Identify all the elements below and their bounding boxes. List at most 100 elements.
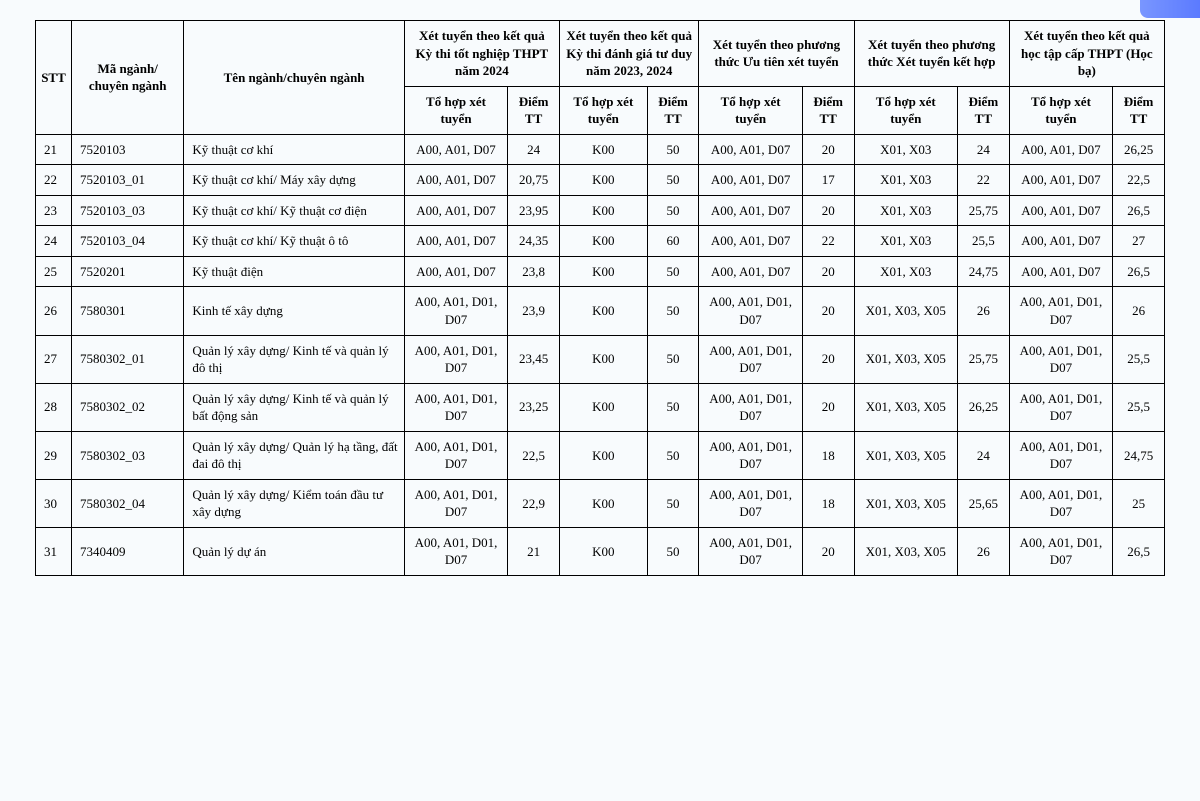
cell-stt: 25 <box>36 256 72 287</box>
cell-point3: 20 <box>802 527 854 575</box>
cell-combo3: A00, A01, D07 <box>699 195 802 226</box>
cell-point3: 20 <box>802 256 854 287</box>
cell-name: Quản lý xây dựng/ Kinh tế và quản lý đô … <box>184 335 404 383</box>
cell-combo4: X01, X03, X05 <box>854 479 957 527</box>
cell-point4: 25,5 <box>957 226 1009 257</box>
cell-point1: 23,9 <box>508 287 560 335</box>
cell-combo2: K00 <box>559 335 647 383</box>
cell-point4: 25,65 <box>957 479 1009 527</box>
cell-combo4: X01, X03, X05 <box>854 287 957 335</box>
cell-combo1: A00, A01, D01, D07 <box>404 527 507 575</box>
cell-code: 7340409 <box>71 527 183 575</box>
cell-combo2: K00 <box>559 165 647 196</box>
cell-combo3: A00, A01, D01, D07 <box>699 527 802 575</box>
cell-code: 7520103_04 <box>71 226 183 257</box>
th-sub-point-1: Điểm TT <box>508 86 560 134</box>
cell-combo5: A00, A01, D07 <box>1009 256 1112 287</box>
table-row: 277580302_01Quản lý xây dựng/ Kinh tế và… <box>36 335 1165 383</box>
cell-stt: 26 <box>36 287 72 335</box>
cell-point3: 18 <box>802 479 854 527</box>
table-row: 287580302_02Quản lý xây dựng/ Kinh tế và… <box>36 383 1165 431</box>
cell-point1: 23,25 <box>508 383 560 431</box>
table-row: 267580301Kinh tế xây dựngA00, A01, D01, … <box>36 287 1165 335</box>
cell-point1: 23,8 <box>508 256 560 287</box>
th-sub-combo-4: Tổ hợp xét tuyển <box>854 86 957 134</box>
cell-combo5: A00, A01, D01, D07 <box>1009 383 1112 431</box>
cell-combo1: A00, A01, D01, D07 <box>404 335 507 383</box>
cell-combo4: X01, X03 <box>854 195 957 226</box>
cell-combo1: A00, A01, D07 <box>404 195 507 226</box>
cell-name: Kỹ thuật điện <box>184 256 404 287</box>
cell-stt: 22 <box>36 165 72 196</box>
cell-point1: 23,95 <box>508 195 560 226</box>
cell-combo3: A00, A01, D07 <box>699 134 802 165</box>
cell-combo3: A00, A01, D01, D07 <box>699 479 802 527</box>
cell-combo1: A00, A01, D07 <box>404 165 507 196</box>
cell-point5: 26,25 <box>1113 134 1165 165</box>
cell-combo2: K00 <box>559 527 647 575</box>
cell-name: Kinh tế xây dựng <box>184 287 404 335</box>
table-row: 217520103Kỹ thuật cơ khíA00, A01, D0724K… <box>36 134 1165 165</box>
cell-point2: 50 <box>647 165 699 196</box>
cell-point1: 21 <box>508 527 560 575</box>
cell-combo4: X01, X03 <box>854 134 957 165</box>
cell-code: 7520103 <box>71 134 183 165</box>
cell-point1: 24,35 <box>508 226 560 257</box>
cell-point4: 24 <box>957 134 1009 165</box>
cell-point2: 50 <box>647 431 699 479</box>
cell-combo4: X01, X03, X05 <box>854 527 957 575</box>
cell-stt: 23 <box>36 195 72 226</box>
cell-combo1: A00, A01, D07 <box>404 256 507 287</box>
cell-combo5: A00, A01, D01, D07 <box>1009 335 1112 383</box>
cell-combo5: A00, A01, D01, D07 <box>1009 527 1112 575</box>
cell-combo4: X01, X03 <box>854 165 957 196</box>
cell-stt: 30 <box>36 479 72 527</box>
cell-point2: 50 <box>647 287 699 335</box>
cell-combo2: K00 <box>559 195 647 226</box>
th-group2: Xét tuyển theo kết quả Kỳ thi đánh giá t… <box>559 21 698 87</box>
cell-point5: 25,5 <box>1113 335 1165 383</box>
cell-point5: 27 <box>1113 226 1165 257</box>
cell-stt: 31 <box>36 527 72 575</box>
cell-combo2: K00 <box>559 134 647 165</box>
cell-combo1: A00, A01, D07 <box>404 226 507 257</box>
cell-point4: 24,75 <box>957 256 1009 287</box>
cell-name: Quản lý xây dựng/ Quản lý hạ tầng, đất đ… <box>184 431 404 479</box>
cell-point3: 20 <box>802 195 854 226</box>
cell-combo2: K00 <box>559 287 647 335</box>
cell-combo2: K00 <box>559 479 647 527</box>
cell-point5: 25 <box>1113 479 1165 527</box>
th-sub-combo-1: Tổ hợp xét tuyển <box>404 86 507 134</box>
table-header: STT Mã ngành/ chuyên ngành Tên ngành/chu… <box>36 21 1165 135</box>
cell-code: 7520103_01 <box>71 165 183 196</box>
cell-combo5: A00, A01, D07 <box>1009 165 1112 196</box>
cell-code: 7580302_03 <box>71 431 183 479</box>
cell-point1: 23,45 <box>508 335 560 383</box>
cell-combo3: A00, A01, D01, D07 <box>699 287 802 335</box>
cell-combo4: X01, X03 <box>854 226 957 257</box>
cell-name: Kỹ thuật cơ khí/ Kỹ thuật cơ điện <box>184 195 404 226</box>
cell-point2: 50 <box>647 335 699 383</box>
cell-combo2: K00 <box>559 383 647 431</box>
cell-point5: 26,5 <box>1113 256 1165 287</box>
cell-combo5: A00, A01, D01, D07 <box>1009 287 1112 335</box>
cell-point3: 22 <box>802 226 854 257</box>
cell-point4: 25,75 <box>957 195 1009 226</box>
cell-stt: 28 <box>36 383 72 431</box>
cell-name: Quản lý dự án <box>184 527 404 575</box>
cell-combo3: A00, A01, D01, D07 <box>699 335 802 383</box>
cell-point3: 20 <box>802 383 854 431</box>
cell-combo1: A00, A01, D01, D07 <box>404 431 507 479</box>
cell-point2: 50 <box>647 527 699 575</box>
cell-point3: 20 <box>802 134 854 165</box>
table-body: 217520103Kỹ thuật cơ khíA00, A01, D0724K… <box>36 134 1165 575</box>
cell-stt: 27 <box>36 335 72 383</box>
cell-combo1: A00, A01, D07 <box>404 134 507 165</box>
cell-point5: 22,5 <box>1113 165 1165 196</box>
cell-point5: 26,5 <box>1113 527 1165 575</box>
cell-combo5: A00, A01, D07 <box>1009 134 1112 165</box>
cell-point1: 24 <box>508 134 560 165</box>
cell-point5: 26 <box>1113 287 1165 335</box>
th-sub-combo-3: Tổ hợp xét tuyển <box>699 86 802 134</box>
th-sub-combo-5: Tổ hợp xét tuyển <box>1009 86 1112 134</box>
